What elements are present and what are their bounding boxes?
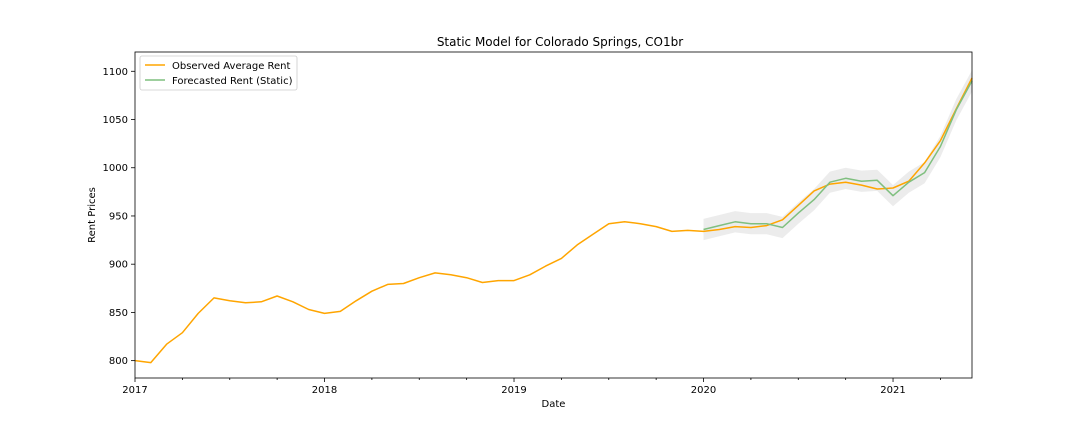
y-tick-label: 1050 bbox=[103, 115, 128, 126]
x-tick-label: 2019 bbox=[501, 385, 526, 396]
y-tick-label: 900 bbox=[109, 260, 128, 271]
y-axis: 800 850 900 950 1000 1050 1100 bbox=[103, 67, 135, 367]
y-tick-label: 800 bbox=[109, 356, 128, 367]
y-axis-label: Rent Prices bbox=[87, 187, 98, 243]
plot-frame bbox=[134, 51, 973, 379]
x-tick-label: 2017 bbox=[122, 385, 147, 396]
series-line-layer bbox=[134, 77, 973, 364]
x-tick-label: 2018 bbox=[312, 385, 337, 396]
x-tick-label: 2020 bbox=[691, 385, 716, 396]
legend-label-forecast: Forecasted Rent (Static) bbox=[172, 76, 293, 87]
x-tick-label: 2021 bbox=[880, 385, 905, 396]
observed-rent-line bbox=[134, 77, 973, 364]
y-tick-label: 1100 bbox=[103, 67, 128, 78]
legend: Observed Average Rent Forecasted Rent (S… bbox=[139, 55, 298, 91]
forecast-rent-line bbox=[703, 80, 973, 231]
y-tick-label: 850 bbox=[109, 308, 128, 319]
legend-label-observed: Observed Average Rent bbox=[172, 61, 291, 72]
y-tick-label: 1000 bbox=[103, 163, 128, 174]
legend-frame bbox=[139, 55, 298, 91]
confidence-band-layer bbox=[703, 70, 972, 241]
x-axis-label: Date bbox=[542, 399, 566, 410]
chart-title: Static Model for Colorado Springs, CO1br bbox=[437, 35, 683, 49]
x-axis: 2017 2018 2019 2020 2021 bbox=[122, 378, 941, 396]
forecast-confidence-band bbox=[703, 70, 972, 241]
y-tick-label: 950 bbox=[109, 211, 128, 222]
